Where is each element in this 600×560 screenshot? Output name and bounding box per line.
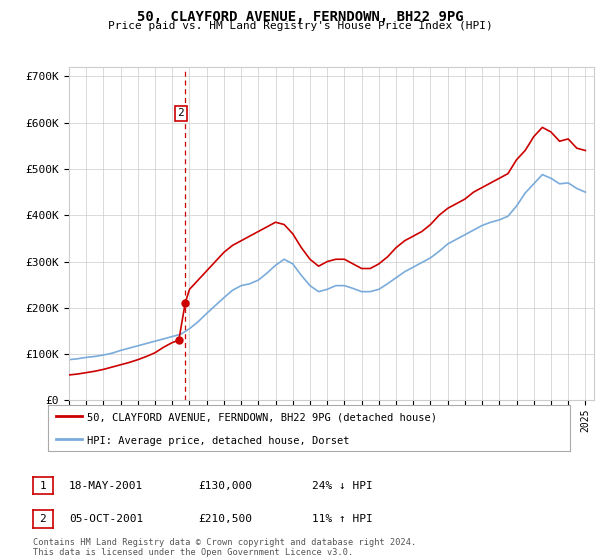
Text: Contains HM Land Registry data © Crown copyright and database right 2024.
This d: Contains HM Land Registry data © Crown c… (33, 538, 416, 557)
Text: 1: 1 (40, 480, 46, 491)
Text: 11% ↑ HPI: 11% ↑ HPI (312, 514, 373, 524)
Text: £210,500: £210,500 (198, 514, 252, 524)
Text: HPI: Average price, detached house, Dorset: HPI: Average price, detached house, Dors… (87, 436, 350, 446)
Text: 05-OCT-2001: 05-OCT-2001 (69, 514, 143, 524)
Text: 18-MAY-2001: 18-MAY-2001 (69, 480, 143, 491)
Text: 2: 2 (178, 109, 184, 119)
Text: 24% ↓ HPI: 24% ↓ HPI (312, 480, 373, 491)
Text: 50, CLAYFORD AVENUE, FERNDOWN, BH22 9PG (detached house): 50, CLAYFORD AVENUE, FERNDOWN, BH22 9PG … (87, 413, 437, 423)
Text: Price paid vs. HM Land Registry's House Price Index (HPI): Price paid vs. HM Land Registry's House … (107, 21, 493, 31)
Text: 2: 2 (40, 514, 46, 524)
Text: £130,000: £130,000 (198, 480, 252, 491)
Text: 50, CLAYFORD AVENUE, FERNDOWN, BH22 9PG: 50, CLAYFORD AVENUE, FERNDOWN, BH22 9PG (137, 10, 463, 24)
